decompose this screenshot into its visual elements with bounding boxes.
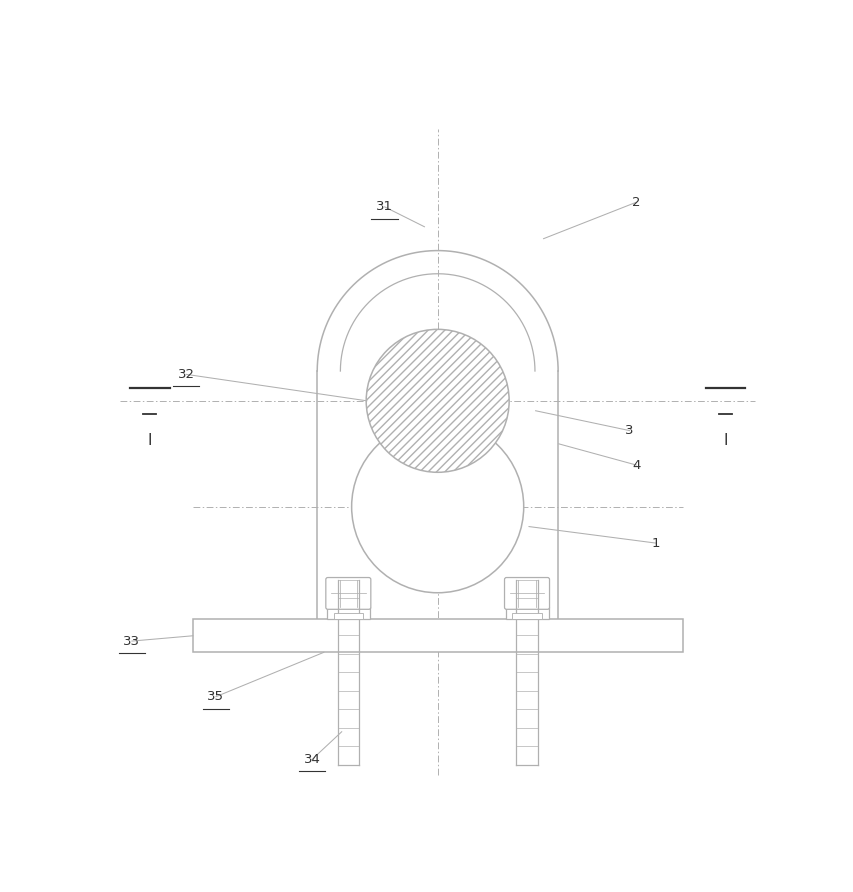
Bar	[512, 613, 541, 619]
Circle shape	[366, 329, 508, 472]
Text: 33: 33	[123, 634, 140, 648]
Bar	[327, 607, 369, 619]
Text: 4: 4	[631, 458, 640, 472]
Text: 32: 32	[177, 368, 194, 381]
Text: I: I	[722, 433, 727, 448]
Text: 2: 2	[631, 195, 640, 209]
Text: 31: 31	[376, 201, 392, 213]
Text: I: I	[148, 433, 152, 448]
FancyBboxPatch shape	[326, 577, 370, 609]
Text: 34: 34	[303, 753, 320, 766]
Bar	[193, 619, 682, 652]
FancyBboxPatch shape	[504, 577, 548, 609]
Text: 35: 35	[207, 690, 224, 703]
Circle shape	[351, 421, 523, 593]
Text: 1: 1	[651, 537, 659, 549]
Text: 3: 3	[624, 424, 633, 437]
Bar	[334, 613, 363, 619]
Bar	[505, 607, 548, 619]
